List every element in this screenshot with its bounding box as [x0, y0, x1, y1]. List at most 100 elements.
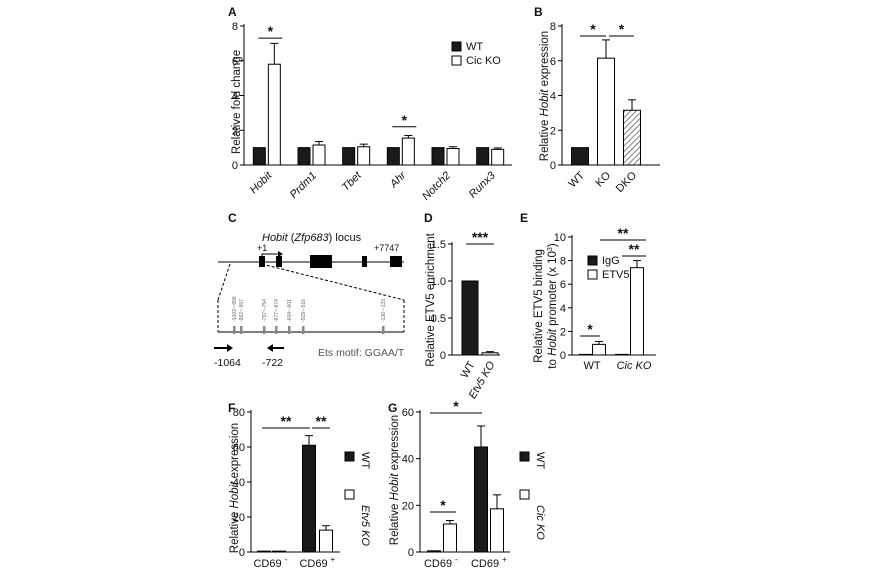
panel-e-ytick-label: 2: [560, 326, 566, 338]
panel-a-ko-bar: [446, 147, 460, 166]
panel-c-locus-title: Hobit (Zfp683) locus: [262, 232, 362, 244]
panel-a-legend-wt-swatch: [451, 41, 462, 52]
panel-b-ytick-label: 4: [550, 91, 556, 103]
panel-f-ko-bar: [272, 550, 286, 553]
panel-c-site-label-3: -757~-754: [262, 299, 268, 322]
panel-g-ko-bar: [490, 508, 504, 553]
panel-c-site-4: [275, 326, 278, 334]
panel-f-ko-bar: [319, 529, 333, 553]
panel-c-tss-arrowhead: [278, 251, 283, 257]
panel-a-category-label: Ahr: [387, 169, 409, 191]
panel-d-ytick-label: 1.5: [431, 239, 446, 251]
panel-g-ytick-label: 20: [402, 500, 414, 512]
panel-a-category-label: Runx3: [467, 169, 499, 201]
panel-c-end-label: +7747: [374, 243, 399, 253]
panel-a-wt-bar: [476, 147, 490, 166]
panel-f-wt-bar: [302, 444, 316, 553]
panel-b-category-label: WT: [567, 169, 588, 190]
panel-e-sig-star: **: [629, 241, 640, 257]
panel-a-category-label: Tbet: [340, 169, 365, 194]
panel-b-bar: [623, 109, 641, 166]
panel-e-igg-bar: [579, 353, 593, 356]
panel-f-ytick-label: 20: [233, 512, 245, 524]
panel-e-ytick-label: 0: [560, 350, 566, 362]
panel-a-sig-star: *: [268, 23, 274, 39]
panel-c-forward-primer-head: [227, 344, 233, 352]
panel-c-exon-2: [276, 256, 282, 267]
panel-c-zoom-right: [261, 263, 405, 301]
panel-c-locus-diagram: Hobit (Zfp683) locus +1 +7747 -1003~-998…: [214, 232, 405, 369]
panel-e-ytick-label: 6: [560, 279, 566, 291]
panel-g-legend-wt-swatch: [519, 451, 530, 462]
panel-b-ytick-label: 0: [550, 160, 556, 172]
panel-a-wt-bar: [431, 147, 445, 166]
panel-d-bar: [481, 352, 499, 356]
panel-a-ytick-label: 0: [232, 160, 238, 172]
panel-b-ytick-label: 6: [550, 56, 556, 68]
panel-c-zoom-left: [217, 263, 231, 301]
panel-e-category-label: WT: [583, 360, 600, 372]
panel-g-legend-wt: WT: [534, 452, 546, 469]
panel-c-primer-left-label: -1064: [214, 357, 241, 369]
panel-e-legend-etv5: ETV5: [602, 269, 630, 281]
panel-c-site-1: [233, 326, 236, 334]
panel-f-wt-bar: [257, 550, 271, 553]
panel-a-wt-bar: [386, 147, 400, 166]
panel-d-ytick-label: 0: [440, 350, 446, 362]
panel-d-ylabel: Relative ETV5 enrichment: [425, 232, 437, 366]
panel-c-exon-4: [362, 256, 367, 267]
panel-c-site-3: [263, 326, 266, 334]
panel-g-sig-star: *: [440, 497, 446, 513]
panel-g-ytick-label: 60: [402, 407, 414, 419]
panel-d-bar: [461, 280, 479, 356]
panel-a-wt-bar: [342, 147, 356, 166]
panel-a-legend-wt: WT: [466, 41, 483, 53]
panel-g-sig-star: *: [453, 398, 459, 414]
panel-b-category-label: KO: [593, 169, 613, 189]
panel-a-category-label: Hobit: [248, 169, 275, 196]
panel-g-category-sup: -: [455, 555, 458, 564]
panel-g-category-sup: +: [502, 555, 507, 564]
panel-b-category-label: DKO: [614, 169, 640, 195]
panel-d-ytick-label: 0.5: [431, 313, 446, 325]
panel-c-site-2: [240, 326, 243, 334]
panel-a-ytick-label: 2: [232, 125, 238, 137]
panel-e-ylabel-line1: Relative ETV5 binding: [533, 249, 545, 363]
panel-f-ytick-label: 40: [233, 477, 245, 489]
panel-a-category-label: Prdm1: [288, 170, 319, 201]
panel-b-ytick-label: 8: [550, 21, 556, 33]
panel-letter-g: G: [388, 401, 397, 415]
panel-d-category-label: WT: [459, 359, 478, 380]
panel-a-ytick-label: 6: [232, 56, 238, 68]
panel-a-legend-ko: Cic KO: [466, 55, 501, 67]
panel-f-ytick-label: 80: [233, 407, 245, 419]
panel-e-legend-etv5-swatch: [587, 269, 598, 280]
panel-f-category-label: CD69: [299, 558, 327, 570]
panel-a-sig-star: *: [402, 112, 408, 128]
panel-g-legend-ko-swatch: [519, 489, 530, 500]
panel-d-ytick-label: 1.0: [431, 276, 446, 288]
panel-b-sig-star: *: [590, 21, 596, 37]
panel-f-sig-star: **: [316, 413, 327, 429]
panel-c-motif-label: Ets motif: GGAA/T: [318, 347, 405, 359]
panel-letter-a: A: [228, 5, 237, 19]
panel-c-site-6: [302, 326, 305, 334]
panel-a-ko-bar: [312, 144, 326, 166]
panel-c-site-label-4: -677~-674: [274, 299, 280, 322]
panel-b-bar: [571, 147, 589, 166]
panel-letter-e: E: [520, 211, 528, 225]
panel-letter-c: C: [228, 211, 237, 225]
panel-c-site-7: [382, 326, 385, 334]
panel-g-legend-ko: Cic KO: [534, 505, 546, 540]
panel-e-sig-star: *: [587, 321, 593, 337]
panel-b-sig-star: *: [619, 21, 625, 37]
panel-g-category-label: CD69: [424, 558, 452, 570]
panel-c-tss-label: +1: [257, 243, 267, 253]
panel-e-ytick-label: 8: [560, 256, 566, 268]
panel-g-wt-bar: [427, 550, 441, 553]
panel-b-ylabel: Relative Hobit expression: [539, 31, 551, 161]
panel-c-exon-1: [259, 256, 265, 267]
panel-c-exon-3: [310, 255, 332, 268]
panel-e-igg-bar: [615, 353, 629, 356]
